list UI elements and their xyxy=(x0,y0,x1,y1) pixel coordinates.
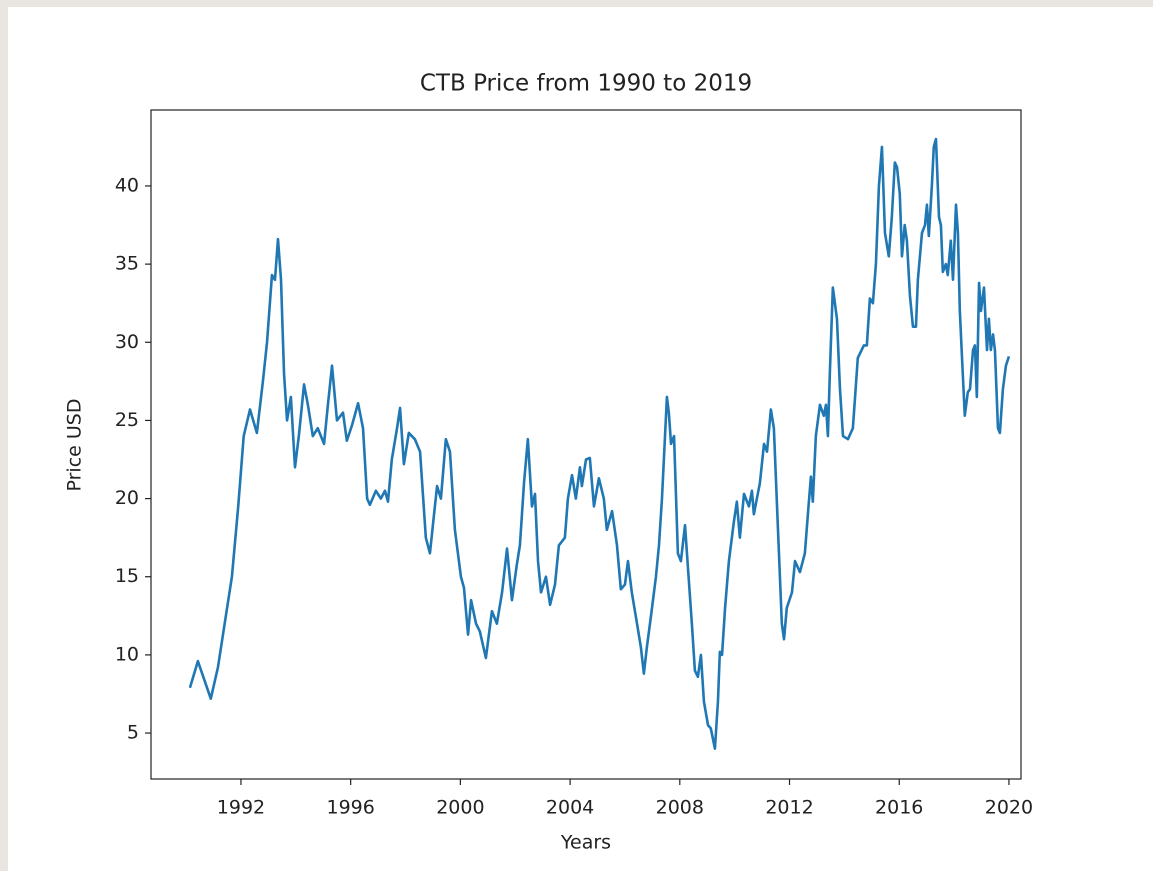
x-tick-label: 2016 xyxy=(875,797,923,819)
x-tick-label: 2008 xyxy=(656,797,704,819)
x-tick-label: 1996 xyxy=(326,797,374,819)
x-tick-label: 2020 xyxy=(985,797,1033,819)
y-tick-label: 40 xyxy=(115,174,139,196)
y-tick-label: 25 xyxy=(115,409,139,431)
x-axis-label: Years xyxy=(560,832,611,854)
y-tick-label: 15 xyxy=(115,565,139,587)
y-tick-label: 30 xyxy=(115,331,139,353)
plot-frame xyxy=(150,109,1022,780)
panel xyxy=(8,7,1153,871)
x-tick-label: 2012 xyxy=(765,797,813,819)
y-tick-label: 35 xyxy=(115,253,139,275)
y-tick-label: 10 xyxy=(115,643,139,665)
x-tick-label: 2000 xyxy=(436,797,484,819)
y-tick-label: 5 xyxy=(127,722,139,744)
price-line xyxy=(188,137,1011,750)
x-tick-label: 1992 xyxy=(217,797,265,819)
chart-title: CTB Price from 1990 to 2019 xyxy=(420,71,752,97)
y-axis-label: Price USD xyxy=(64,399,86,492)
y-tick-label: 20 xyxy=(115,487,139,509)
x-tick-label: 2004 xyxy=(546,797,594,819)
